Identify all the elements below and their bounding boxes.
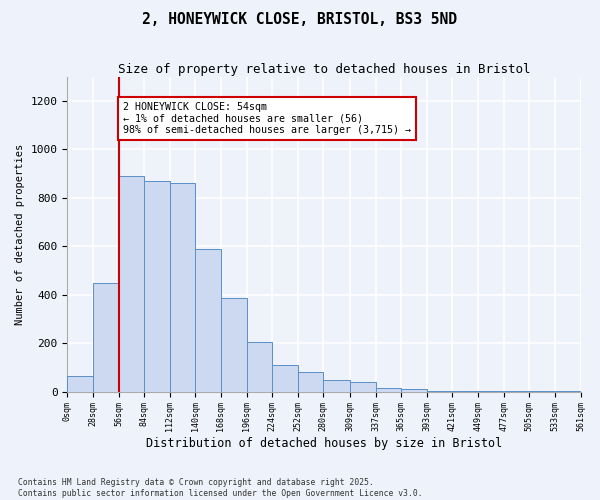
- Text: Contains HM Land Registry data © Crown copyright and database right 2025.
Contai: Contains HM Land Registry data © Crown c…: [18, 478, 422, 498]
- Bar: [144, 181, 170, 392]
- Bar: [93, 282, 119, 392]
- Bar: [196, 248, 221, 392]
- Bar: [247, 342, 272, 392]
- Text: 2, HONEYWICK CLOSE, BRISTOL, BS3 5ND: 2, HONEYWICK CLOSE, BRISTOL, BS3 5ND: [143, 12, 458, 28]
- Bar: [350, 382, 376, 392]
- Bar: [376, 388, 401, 392]
- Title: Size of property relative to detached houses in Bristol: Size of property relative to detached ho…: [118, 62, 530, 76]
- X-axis label: Distribution of detached houses by size in Bristol: Distribution of detached houses by size …: [146, 437, 502, 450]
- Bar: [67, 376, 93, 392]
- Text: 2 HONEYWICK CLOSE: 54sqm
← 1% of detached houses are smaller (56)
98% of semi-de: 2 HONEYWICK CLOSE: 54sqm ← 1% of detache…: [123, 102, 411, 136]
- Bar: [478, 391, 503, 392]
- Bar: [427, 390, 452, 392]
- Bar: [452, 390, 478, 392]
- Bar: [221, 298, 247, 392]
- Bar: [119, 176, 144, 392]
- Bar: [298, 372, 323, 392]
- Bar: [401, 390, 427, 392]
- Bar: [170, 184, 196, 392]
- Bar: [323, 380, 350, 392]
- Y-axis label: Number of detached properties: Number of detached properties: [15, 144, 25, 325]
- Bar: [272, 365, 298, 392]
